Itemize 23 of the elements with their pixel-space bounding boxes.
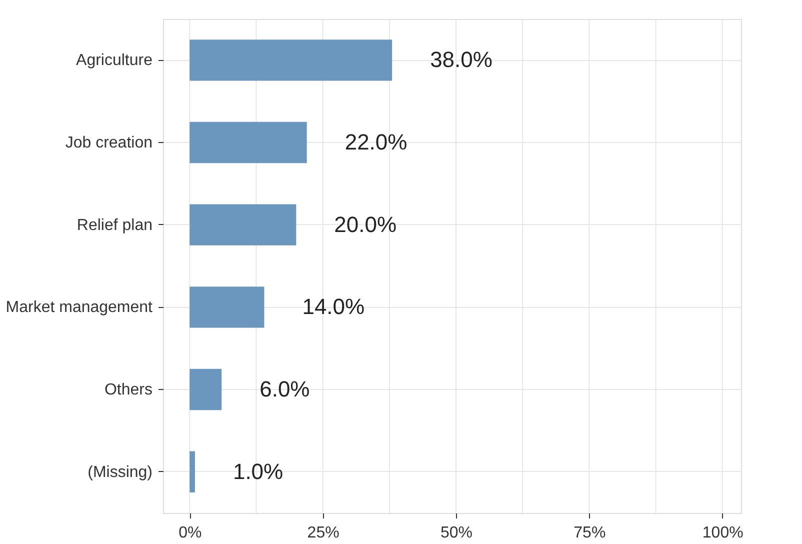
y-tick-label: Market management [6,299,154,316]
bar [190,368,222,410]
bar [190,286,264,328]
data-label: 6.0% [260,376,310,402]
data-label: 38.0% [430,47,492,72]
bar [190,204,296,246]
y-tick-label: Agriculture [76,52,153,70]
data-label: 14.0% [302,294,365,320]
bar [190,40,392,81]
bar [190,451,195,492]
x-tick-label: 25% [307,524,340,542]
data-label: 1.0% [232,458,284,484]
data-label: 20.0% [334,212,397,237]
y-tick-label: Others [104,382,152,398]
y-tick-label: Relief plan [76,216,152,234]
y-tick-label: Job creation [65,134,152,152]
bar [190,122,307,164]
x-tick-label: 75% [574,524,606,542]
y-tick-label: (Missing) [88,464,152,481]
x-tick-label: 0% [178,524,202,542]
data-label: 22.0% [344,130,408,154]
x-tick-label: 50% [440,524,473,542]
x-tick-label: 100% [702,524,744,542]
